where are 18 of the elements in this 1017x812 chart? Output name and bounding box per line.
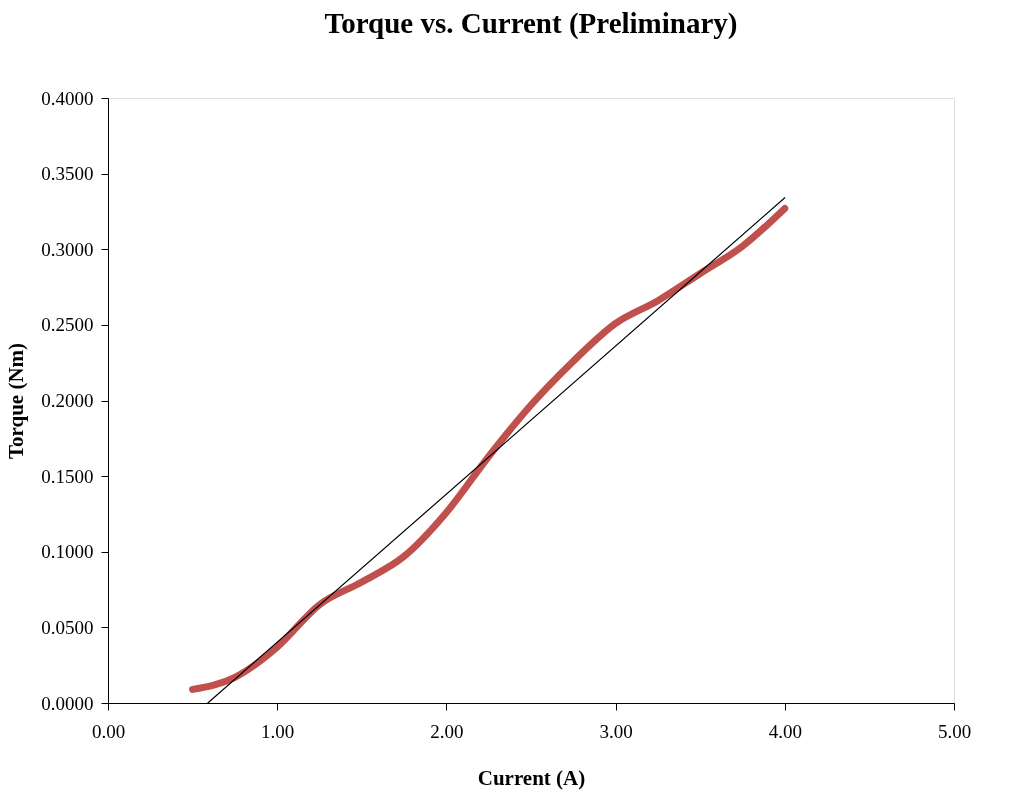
y-tick-label: 0.2000	[41, 390, 94, 411]
x-tick-label: 2.00	[430, 720, 464, 742]
y-tick-label: 0.1000	[41, 541, 94, 563]
y-tick-label: 0.3000	[41, 238, 94, 260]
y-axis-title: Torque (Nm)	[4, 342, 29, 460]
x-tick-label: 3.00	[599, 720, 633, 742]
y-tick-label: 0.0000	[41, 692, 94, 714]
y-tick-label: 0.3500	[41, 163, 94, 185]
y-tick-label: 0.0500	[41, 616, 94, 638]
x-tick-label: 5.00	[937, 720, 972, 742]
x-tick-label: 4.00	[768, 720, 802, 742]
y-tick-label: 0.2500	[41, 314, 94, 336]
chart-title: Torque vs. Current (Preliminary)	[324, 7, 738, 40]
y-tick-label: 0.1500	[41, 465, 94, 487]
y-tick-label: 0.4000	[41, 87, 94, 109]
x-tick-label: 0.00	[91, 720, 126, 742]
x-tick-label: 1.00	[261, 720, 295, 742]
x-axis-title: Current (A)	[477, 765, 586, 790]
